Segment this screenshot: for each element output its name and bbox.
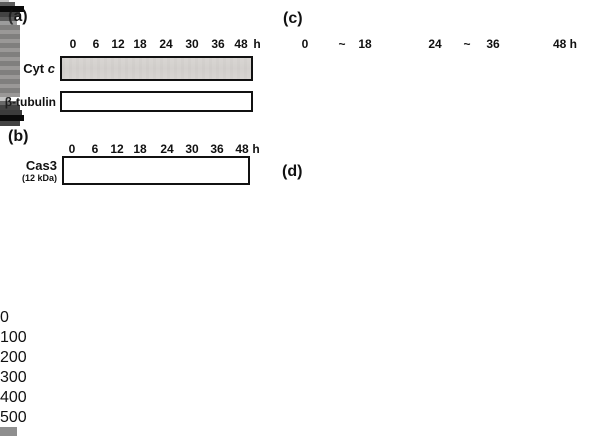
beta-tubulin-band-lower-1 xyxy=(0,39,20,43)
panel-c-time-label-1: ~ xyxy=(338,37,346,51)
caspase-chart-ytick-label-500: 500 xyxy=(0,409,27,426)
panel-b-time-label-30: 30 xyxy=(185,142,199,156)
beta-tubulin-band-upper-4 xyxy=(0,61,20,66)
caspase-chart-ytick-label-300: 300 xyxy=(0,369,27,386)
panel-a-time-label-30: 30 xyxy=(185,37,199,51)
beta-tubulin-band-upper-0 xyxy=(0,25,20,30)
cytc-band-12h xyxy=(0,0,9,2)
beta-tubulin-band-lower-7 xyxy=(0,93,20,97)
cytc-band-48h xyxy=(0,21,17,25)
panel-a-time-label-18: 18 xyxy=(133,37,147,51)
beta-tubulin-band-upper-5 xyxy=(0,70,20,75)
panel-c-time-label-6: 48 h xyxy=(552,37,578,51)
panel-c-time-label-3: 24 xyxy=(428,37,442,51)
panel-b-time-label-24: 24 xyxy=(160,142,174,156)
panel-b-time-label-0: 0 xyxy=(68,142,76,156)
panel-b-label: (b) xyxy=(8,128,29,145)
panel-b-time-label-18: 18 xyxy=(133,142,147,156)
cas3-band-18h xyxy=(0,99,9,101)
cytc-band-24h xyxy=(0,6,24,12)
caspase-chart-ytick-label-0: 0 xyxy=(0,309,9,326)
beta-tubulin-band-lower-2 xyxy=(0,48,20,52)
beta-tubulin-band-upper-3 xyxy=(0,52,20,57)
cytc-band-18h xyxy=(0,2,15,6)
panel-b-time-unit: h xyxy=(252,142,260,156)
caspase-chart-ytick-label-200: 200 xyxy=(0,349,27,366)
panel-a-time-label-24: 24 xyxy=(159,37,173,51)
cas3-band-lower-30h xyxy=(0,115,24,121)
panel-a-time-label-12: 12 xyxy=(111,37,125,51)
beta-tubulin-band-lower-4 xyxy=(0,66,20,70)
cas3-row-label: Cas3 xyxy=(25,158,57,173)
caspase-chart-bar-0 xyxy=(0,427,17,436)
panel-a-time-label-0: 0 xyxy=(69,37,77,51)
cas3-band-upper-24h xyxy=(0,101,18,105)
cas3-band-12h xyxy=(0,97,9,99)
panel-a-time-label-48: 48 xyxy=(234,37,248,51)
beta-tubulin-band-upper-7 xyxy=(0,88,20,93)
panel-b-time-label-36: 36 xyxy=(210,142,224,156)
cas3-sublabel: (12 kDa) xyxy=(21,173,57,183)
cyt-c-western-blot xyxy=(60,56,253,81)
cas3-band-lower-24h xyxy=(0,105,20,110)
panel-c-time-label-5: 36 xyxy=(486,37,500,51)
beta-tubulin-band-lower-6 xyxy=(0,84,20,88)
panel-a-time-label-36: 36 xyxy=(211,37,225,51)
cytc-band-30h xyxy=(0,12,20,17)
caspase-chart-ytick-label-400: 400 xyxy=(0,389,27,406)
beta-tubulin-band-lower-0 xyxy=(0,30,20,34)
panel-a-time-unit: h xyxy=(253,37,261,51)
beta-tubulin-band-upper-2 xyxy=(0,43,20,48)
panel-c-time-label-4: ~ xyxy=(463,37,471,51)
cas3-western-blot xyxy=(62,156,250,185)
cyt-c-label-main: Cyt xyxy=(23,61,45,76)
beta-tubulin-band-lower-3 xyxy=(0,57,20,61)
panel-a-time-label-6: 6 xyxy=(92,37,100,51)
panel-c-time-label-0: 0 xyxy=(301,37,309,51)
beta-tubulin-band-upper-1 xyxy=(0,34,20,39)
cyt-c-label-italic: c xyxy=(47,61,55,76)
caspase-chart-ytick-label-100: 100 xyxy=(0,329,27,346)
beta-tubulin-western-blot xyxy=(60,91,253,112)
cyt-c-row-label: Cyt c xyxy=(0,61,55,76)
cas3-band-upper-30h xyxy=(0,110,22,115)
beta-tubulin-band-upper-6 xyxy=(0,79,20,84)
panel-b-time-label-48: 48 xyxy=(235,142,249,156)
panel-b-time-label-12: 12 xyxy=(110,142,124,156)
cytc-band-36h xyxy=(0,17,15,21)
cas3-band-36h xyxy=(0,121,20,126)
beta-tubulin-band-lower-5 xyxy=(0,75,20,79)
panel-c-time-label-2: 18 xyxy=(358,37,372,51)
panel-d-label: (d) xyxy=(282,163,303,180)
panel-b-time-label-6: 6 xyxy=(91,142,99,156)
panel-c-label: (c) xyxy=(283,10,303,27)
